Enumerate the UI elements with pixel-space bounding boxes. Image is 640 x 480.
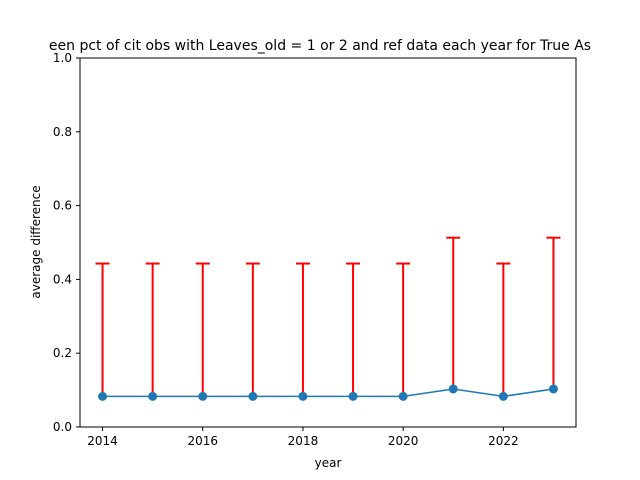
x-tick-label: 2020: [388, 434, 419, 448]
x-axis-label: year: [315, 456, 342, 470]
y-tick-label: 1.0: [53, 51, 72, 65]
x-axis: 2014 2016 2018 2020 2022: [87, 427, 518, 448]
x-tick-label: 2014: [87, 434, 118, 448]
y-axis-label: average difference: [29, 185, 43, 298]
data-point: [298, 392, 307, 401]
y-tick-label: 0.2: [53, 346, 72, 360]
y-tick-label: 0.6: [53, 199, 72, 213]
y-tick-label: 0.0: [53, 420, 72, 434]
y-tick-label: 0.8: [53, 125, 72, 139]
data-point: [449, 384, 458, 393]
data-point: [399, 392, 408, 401]
data-point: [499, 392, 508, 401]
y-axis: 0.0 0.2 0.4 0.6 0.8 1.0: [53, 51, 80, 434]
y-tick-label: 0.4: [53, 272, 72, 286]
x-tick-label: 2022: [488, 434, 519, 448]
data-point: [549, 384, 558, 393]
chart-title: een pct of cit obs with Leaves_old = 1 o…: [49, 38, 591, 54]
data-point: [349, 392, 358, 401]
data-point: [198, 392, 207, 401]
data-point: [248, 392, 257, 401]
x-tick-label: 2018: [288, 434, 319, 448]
data-point: [98, 392, 107, 401]
plot-area: [80, 58, 576, 427]
data-point: [148, 392, 157, 401]
x-tick-label: 2016: [187, 434, 218, 448]
